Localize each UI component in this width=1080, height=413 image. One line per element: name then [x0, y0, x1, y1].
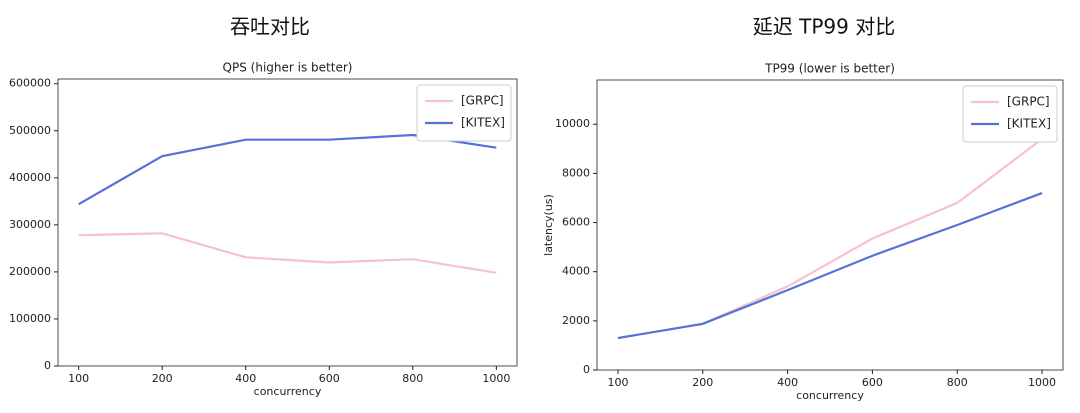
chart-title: TP99 (lower is better)	[764, 62, 895, 76]
x-tick-label: 800	[947, 376, 968, 389]
y-tick-label: 600000	[9, 77, 51, 90]
y-tick-label: 6000	[562, 216, 590, 229]
legend-label: [KITEX]	[461, 116, 505, 130]
series-line	[617, 192, 1043, 340]
x-tick-label: 800	[402, 372, 423, 385]
legend-label: [GRPC]	[461, 94, 504, 108]
x-axis-label: concurrency	[254, 385, 322, 398]
x-tick-label: 1000	[1028, 376, 1056, 389]
y-tick-label: 300000	[9, 218, 51, 231]
series-line	[78, 232, 497, 274]
plot-frame	[596, 79, 1064, 371]
x-tick-label: 400	[777, 376, 798, 389]
y-tick-label: 10000	[555, 117, 590, 130]
x-tick-label: 200	[152, 372, 173, 385]
x-tick-label: 200	[692, 376, 713, 389]
heading: 吞吐对比	[230, 15, 310, 39]
y-tick-label: 0	[44, 359, 51, 372]
y-tick-label: 8000	[562, 166, 590, 179]
legend-box	[416, 84, 512, 142]
y-tick-label: 2000	[562, 314, 590, 327]
legend-label: [KITEX]	[1007, 117, 1051, 131]
x-tick-label: 400	[235, 372, 256, 385]
y-tick-label: 100000	[9, 312, 51, 325]
x-tick-label: 100	[68, 372, 89, 385]
legend-label: [GRPC]	[1007, 95, 1050, 109]
chart-title: QPS (higher is better)	[223, 61, 353, 75]
x-tick-label: 600	[862, 376, 883, 389]
heading: 延迟 TP99 对比	[753, 15, 895, 39]
y-axis-label: latency(us)	[542, 194, 555, 256]
series-line	[78, 133, 497, 206]
plot-frame	[57, 78, 518, 367]
y-tick-label: 500000	[9, 124, 51, 137]
x-axis-label: concurrency	[796, 389, 864, 402]
x-tick-label: 1000	[482, 372, 510, 385]
y-tick-label: 400000	[9, 171, 51, 184]
x-tick-label: 100	[607, 376, 628, 389]
x-tick-label: 600	[319, 372, 340, 385]
y-tick-label: 200000	[9, 265, 51, 278]
y-tick-label: 4000	[562, 265, 590, 278]
y-tick-label: 0	[583, 363, 590, 376]
series-line	[617, 138, 1043, 340]
legend-box	[962, 85, 1058, 143]
